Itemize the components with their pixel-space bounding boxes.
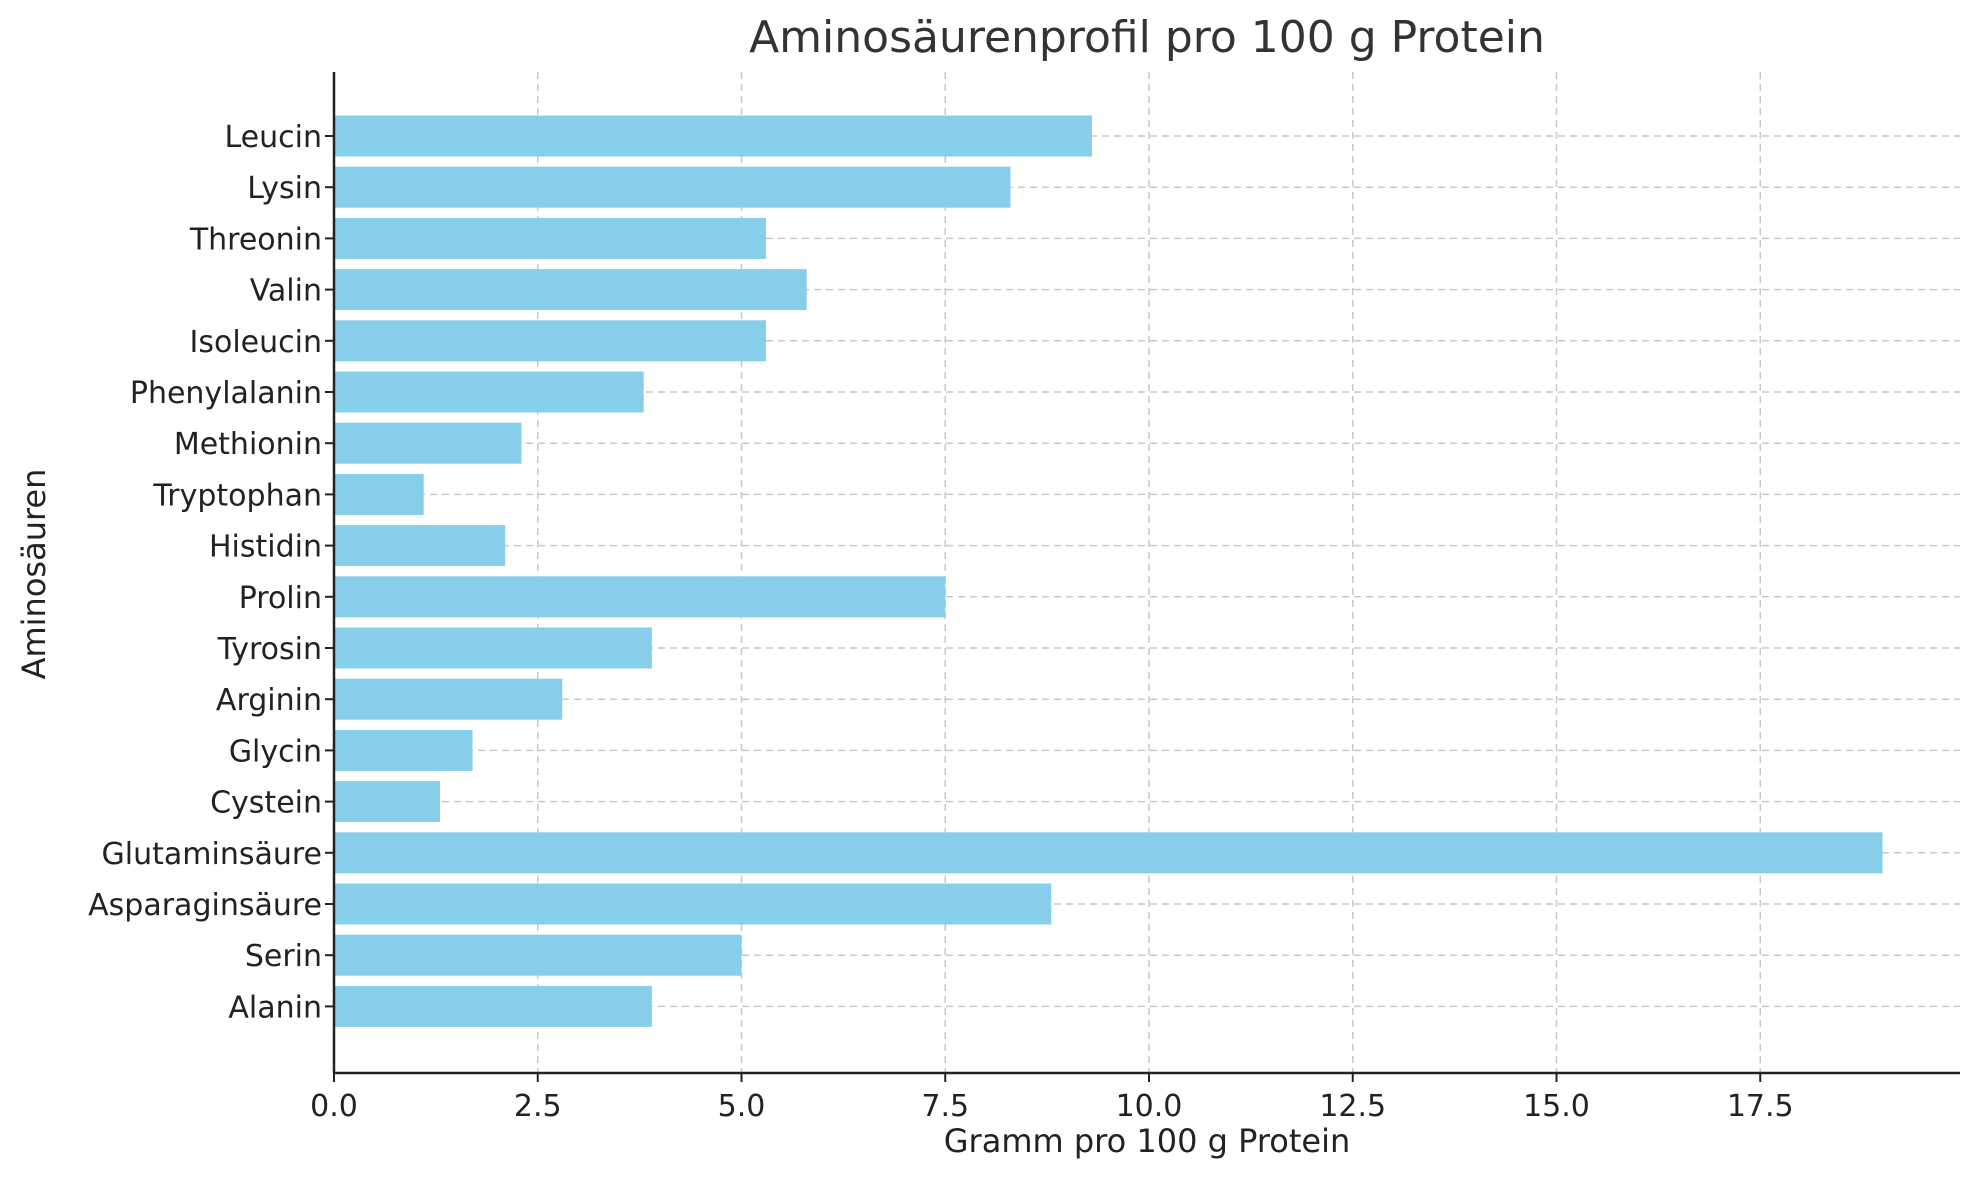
axis-layer: 0.0 2.5 5.0 7.5 10.0 12.5 15.0 17.5 Leucin Lysin T… (88, 72, 1960, 1124)
bar (334, 627, 652, 669)
x-tick-label: 0.0 (310, 1089, 358, 1124)
x-tick-label: 5.0 (718, 1089, 766, 1124)
y-tick-label: Lysin (247, 171, 322, 206)
y-tick-label: Isoleucin (190, 325, 322, 360)
bar (334, 217, 766, 259)
x-tick-label: 15.0 (1523, 1089, 1590, 1124)
bar (334, 320, 766, 362)
bar (334, 781, 440, 823)
y-tick-label: Glutaminsäure (102, 837, 322, 872)
bar (334, 934, 742, 976)
y-axis-label: Aminosäuren (15, 469, 53, 680)
x-tick-label: 2.5 (514, 1089, 562, 1124)
y-tick-label: Serin (245, 939, 322, 974)
bar (334, 422, 522, 464)
y-tick-label: Methionin (174, 427, 322, 462)
y-tick-label: Prolin (239, 581, 322, 616)
y-tick-label: Threonin (189, 222, 322, 257)
y-tick-label: Cystein (210, 786, 322, 821)
bar (334, 525, 506, 567)
bar (334, 832, 1883, 874)
x-tick-label: 7.5 (921, 1089, 969, 1124)
y-tick-label: Leucin (225, 120, 323, 155)
y-tick-label: Phenylalanin (130, 376, 322, 411)
bar (334, 678, 563, 720)
bar (334, 115, 1092, 157)
x-tick-label: 10.0 (1116, 1089, 1183, 1124)
y-tick-label: Glycin (229, 734, 322, 769)
chart-title: Aminosäurenprofil pro 100 g Protein (749, 12, 1545, 63)
y-tick-label: Alanin (228, 990, 322, 1025)
x-tick-label: 12.5 (1319, 1089, 1386, 1124)
bar (334, 371, 644, 413)
bar (334, 576, 946, 618)
bar (334, 883, 1052, 925)
bar (334, 729, 473, 771)
bar (334, 473, 424, 515)
x-axis-label: Gramm pro 100 g Protein (944, 1122, 1351, 1160)
y-tick-label: Tryptophan (152, 478, 322, 513)
bar-layer (334, 115, 1883, 1027)
bar (334, 985, 652, 1027)
y-tick-label: Asparaginsäure (88, 888, 322, 923)
y-tick-label: Tyrosin (217, 632, 322, 667)
bar (334, 269, 807, 311)
y-tick-label: Histidin (209, 530, 322, 565)
y-tick-label: Valin (250, 274, 322, 309)
y-tick-label: Arginin (216, 683, 322, 718)
bar (334, 166, 1011, 208)
x-tick-label: 17.5 (1727, 1089, 1794, 1124)
